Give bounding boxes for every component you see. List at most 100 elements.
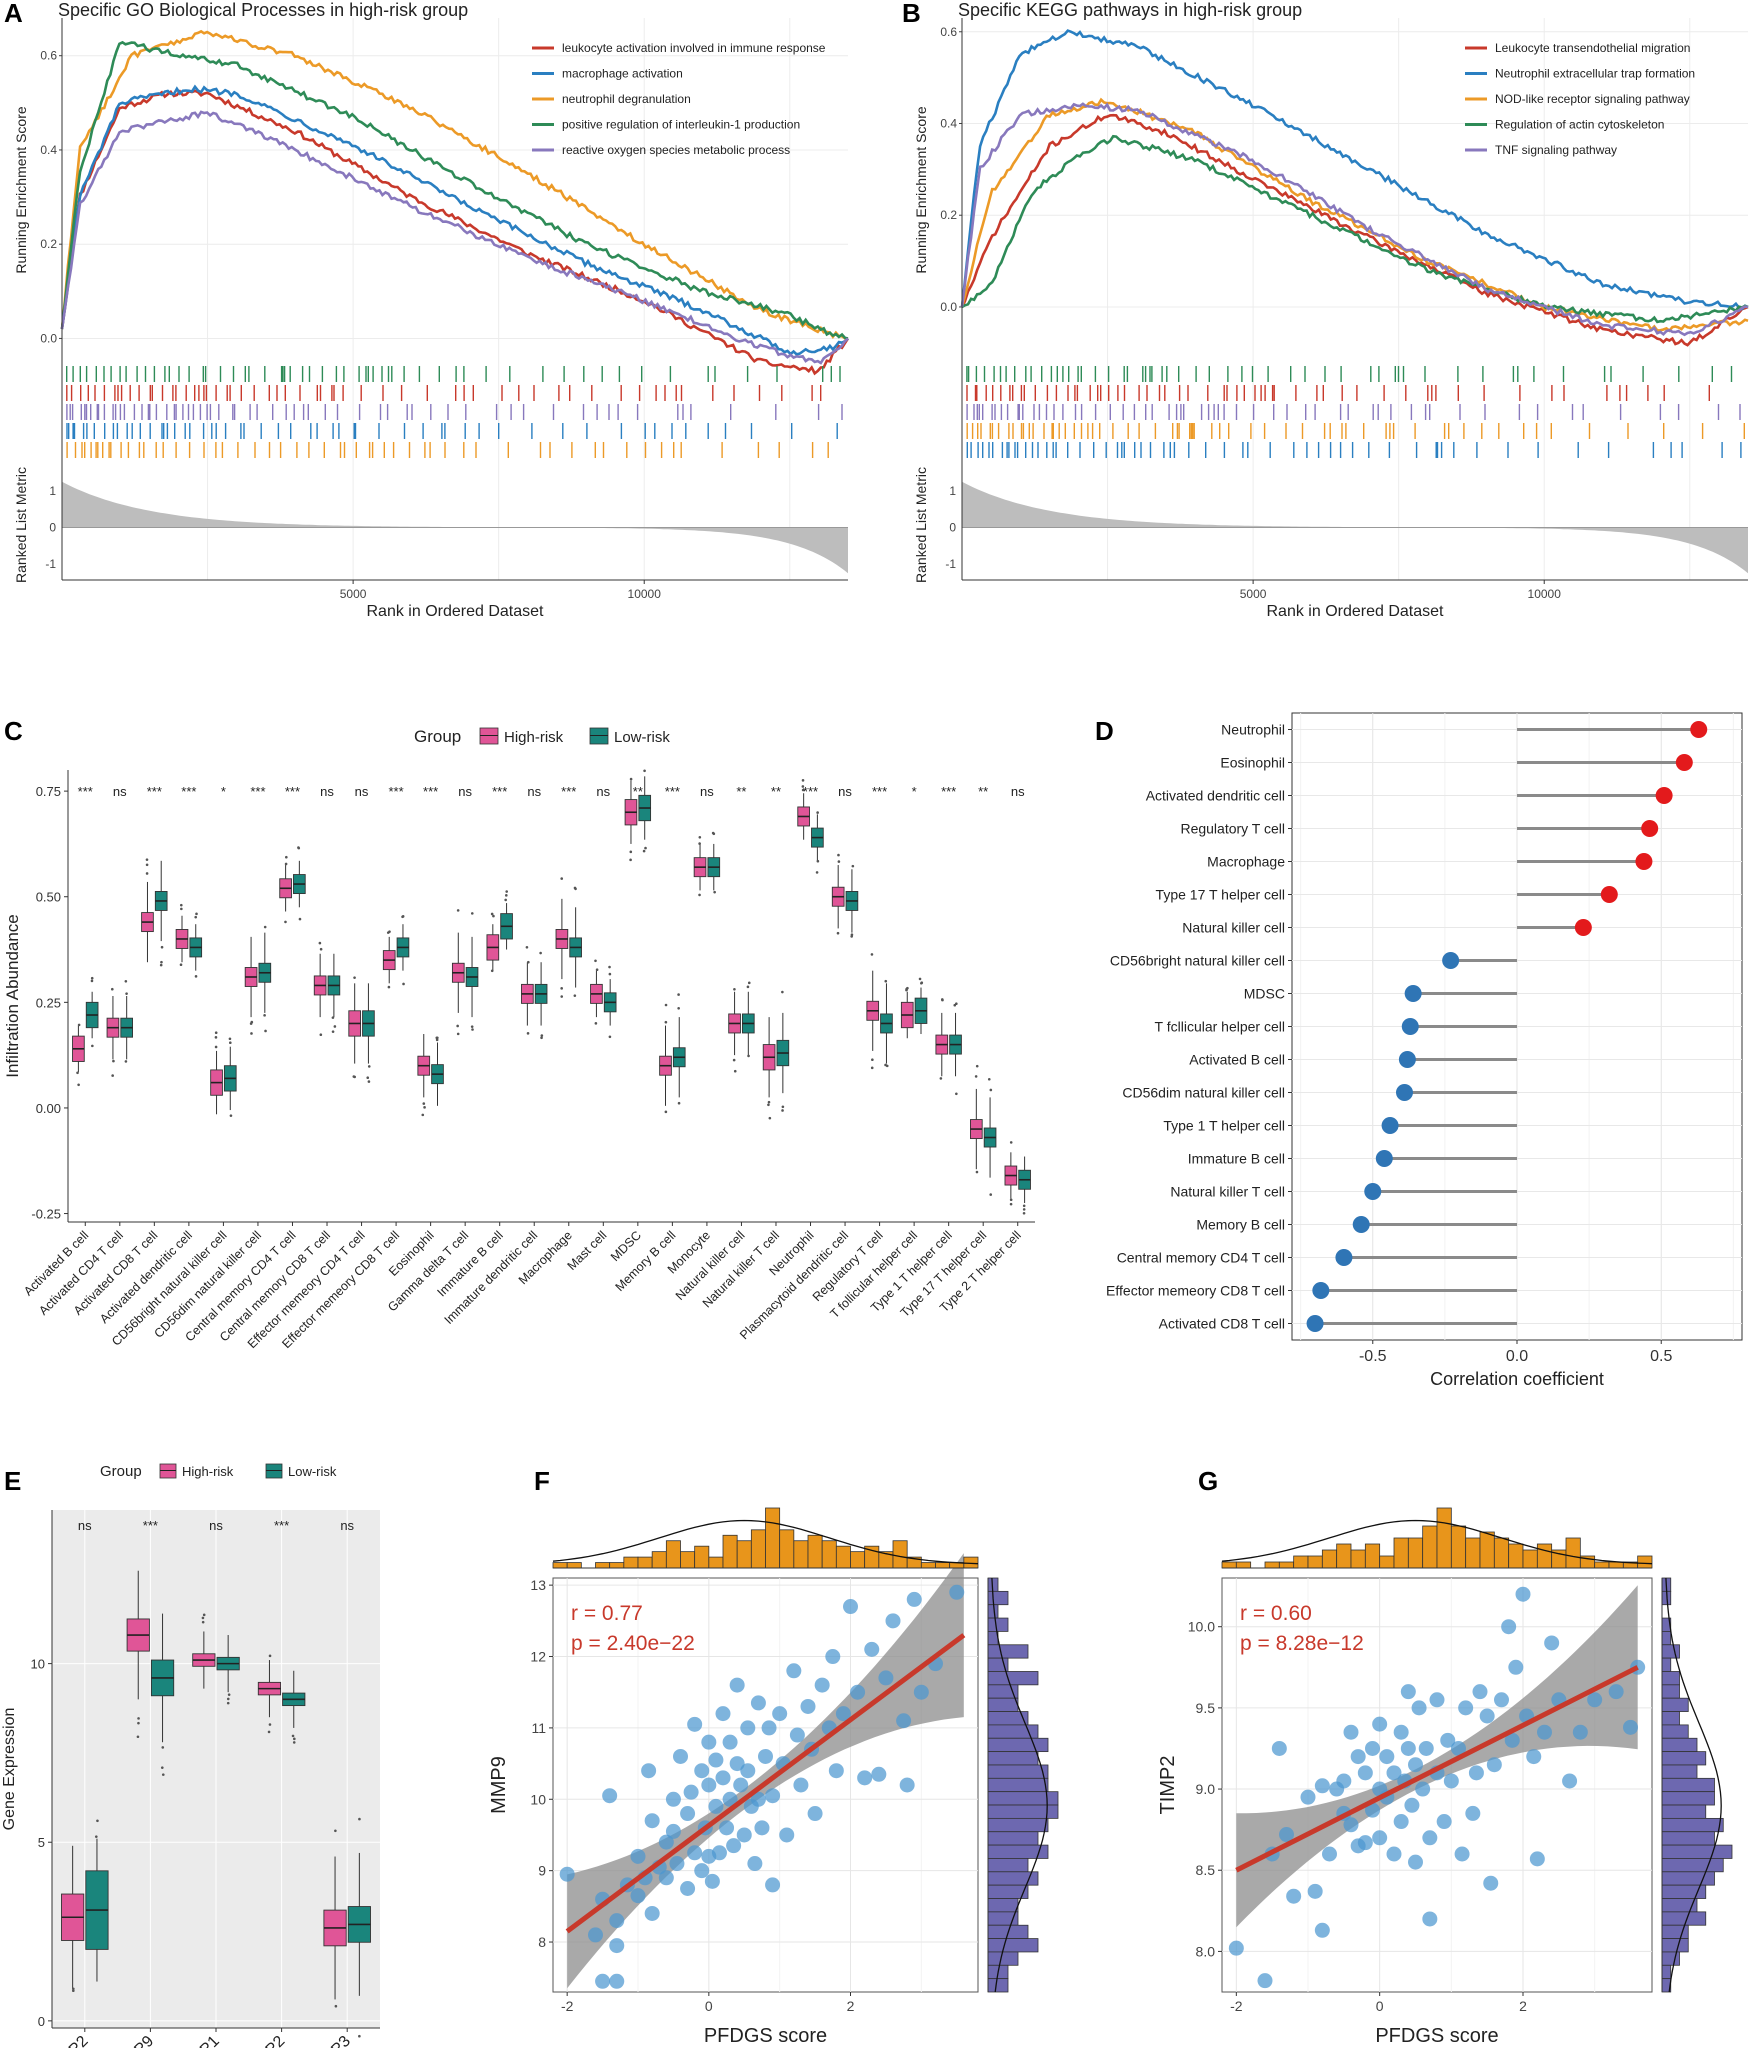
outlier-point <box>367 1065 371 1068</box>
top-histogram-bar <box>722 1534 738 1569</box>
scatter-point <box>899 1777 915 1793</box>
side-histogram-bar <box>987 1938 1039 1953</box>
lollipop-dot <box>1381 1117 1399 1134</box>
scatter-point <box>789 1727 805 1743</box>
scatter-point <box>644 1905 660 1921</box>
side-histogram-bar <box>987 1817 1049 1833</box>
significance-label: *** <box>181 784 196 799</box>
lollipop-dot <box>1655 787 1673 804</box>
side-histogram-bar <box>1661 1684 1680 1699</box>
metric-tick-label: 0 <box>949 521 956 535</box>
lollipop-dot <box>1352 1216 1370 1233</box>
legend-label: neutrophil degranulation <box>562 92 691 106</box>
scatter-point <box>1562 1773 1578 1789</box>
outlier-point <box>781 990 784 994</box>
outlier-point <box>145 872 149 875</box>
side-histogram-bar <box>1661 1657 1672 1672</box>
outlier-point <box>263 925 267 929</box>
side-histogram-bar <box>1661 1777 1715 1793</box>
outlier-point <box>298 917 302 921</box>
top-histogram-bar <box>935 1562 951 1569</box>
side-histogram-bar <box>987 1671 1039 1686</box>
outlier-point <box>145 863 149 867</box>
category-label: TIMP1 <box>177 2033 222 2048</box>
legend-label: TNF signaling pathway <box>1495 143 1617 157</box>
scatter-point <box>1486 1757 1502 1773</box>
y-tick-label: 13 <box>530 1577 546 1593</box>
outlier-point <box>112 1059 115 1063</box>
top-histogram-bar <box>595 1562 611 1569</box>
outlier-point <box>285 855 288 859</box>
top-histogram-bar <box>892 1540 908 1569</box>
outlier-point <box>125 992 128 995</box>
side-density-curve <box>1665 1577 1722 1993</box>
outlier-point <box>195 912 198 916</box>
top-histogram-bar <box>1364 1543 1381 1569</box>
scatter-point <box>878 1670 894 1686</box>
outlier-point <box>837 853 840 857</box>
y-tick-label: 9.0 <box>1196 1781 1216 1797</box>
scatter-point <box>1479 1708 1495 1724</box>
scatter-point <box>630 1848 646 1864</box>
y-tick-label: 5 <box>38 1835 45 1850</box>
category-label: CD56dim natural killer cell <box>1122 1085 1285 1101</box>
significance-label: *** <box>250 784 265 799</box>
y-tick-label: 8 <box>538 1934 546 1950</box>
outlier-point <box>850 933 854 937</box>
scatter-point <box>740 1763 756 1779</box>
outlier-point <box>470 912 474 915</box>
outlier-point <box>214 1031 218 1035</box>
y-tick-label: 9.5 <box>1196 1700 1216 1716</box>
outlier-point <box>297 846 300 849</box>
scatter-point <box>1307 1883 1323 1899</box>
side-histogram-bar <box>1661 1791 1715 1806</box>
enrichment-curve <box>960 102 1749 337</box>
scatter-point <box>1365 1740 1380 1756</box>
outlier-point <box>201 1616 205 1620</box>
x-tick-label: 0.5 <box>1650 1348 1672 1365</box>
side-histogram-bar <box>1661 1964 1672 1980</box>
lollipop-dot <box>1335 1249 1353 1266</box>
top-histogram-bar <box>1508 1543 1524 1569</box>
top-histogram-bar <box>665 1540 681 1569</box>
legend-label: Neutrophil extracellular trap formation <box>1495 67 1695 81</box>
side-histogram-bar <box>1661 1671 1680 1686</box>
top-histogram-bar <box>1565 1537 1581 1569</box>
top-histogram-bar <box>1321 1549 1338 1569</box>
outlier-point <box>905 988 908 992</box>
scatter-point <box>1271 1740 1287 1756</box>
scatter-point <box>871 1766 887 1782</box>
top-histogram-bar <box>1436 1507 1452 1569</box>
outlier-point <box>608 965 611 969</box>
legend-label: High-risk <box>504 729 564 746</box>
significance-label: ** <box>771 784 781 799</box>
scatter-point <box>1465 1805 1481 1821</box>
outlier-point <box>353 976 356 979</box>
scatter-point <box>729 1756 745 1772</box>
outlier-point <box>319 1033 323 1036</box>
outlier-point <box>179 963 183 966</box>
scatter-panel-G: r = 0.60 p = 8.28e−12 -2 0 2 8.0 8.5 9.0 9.5 10.0… <box>1157 1507 1733 2047</box>
category-label: TIMP3 <box>309 2033 354 2048</box>
outlier-point <box>698 842 701 845</box>
outlier-point <box>90 976 94 980</box>
scatter-point <box>864 1641 880 1657</box>
outlier-point <box>837 860 841 863</box>
outlier-point <box>975 1064 979 1068</box>
outlier-point <box>733 987 736 991</box>
y-tick-label: 0.50 <box>36 890 61 905</box>
outlier-point <box>1009 1202 1013 1206</box>
side-histogram-bar <box>1661 1951 1680 1966</box>
scatter-point <box>1408 1854 1423 1870</box>
side-histogram-bar <box>987 1898 1019 1913</box>
top-histogram-bar <box>1493 1537 1510 1569</box>
outlier-point <box>939 1077 943 1080</box>
scatter-point <box>708 1752 724 1768</box>
outlier-point <box>366 1076 370 1080</box>
outlier-point <box>733 1069 737 1073</box>
scatter-point <box>1357 1765 1373 1781</box>
outlier-point <box>490 912 494 916</box>
legend-label: Low-risk <box>614 729 670 746</box>
scatter-point <box>1454 1846 1470 1862</box>
top-histogram-bar <box>1307 1555 1323 1569</box>
